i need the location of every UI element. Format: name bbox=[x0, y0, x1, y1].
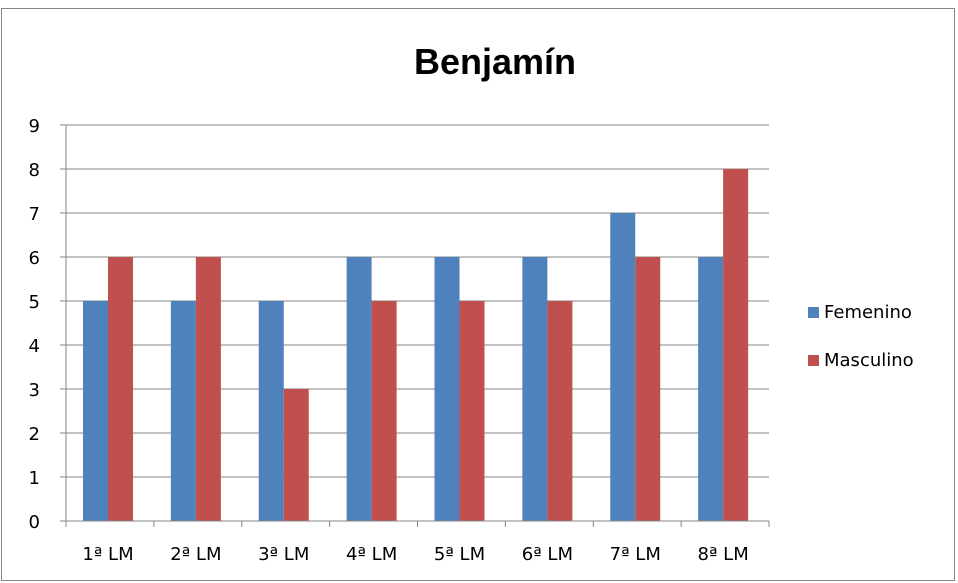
legend-swatch-masculino bbox=[808, 355, 819, 366]
bar-femenino bbox=[346, 257, 372, 521]
bar-masculino bbox=[108, 257, 133, 521]
x-tick-label: 1ª LM bbox=[82, 544, 133, 565]
chart-title: Benjamín bbox=[414, 41, 576, 82]
bars bbox=[83, 169, 749, 521]
y-tick-label: 8 bbox=[29, 160, 40, 181]
bar-masculino bbox=[371, 301, 397, 521]
bar-masculino bbox=[723, 169, 749, 521]
bar-femenino bbox=[522, 257, 548, 521]
legend-label-femenino: Femenino bbox=[824, 302, 912, 323]
bar-femenino bbox=[258, 301, 284, 521]
x-tick-label: 3ª LM bbox=[258, 544, 309, 565]
x-tick-label: 6ª LM bbox=[522, 544, 573, 565]
y-tick-label: 7 bbox=[29, 204, 40, 225]
legend: Femenino Masculino bbox=[808, 302, 914, 371]
x-tick-label: 7ª LM bbox=[610, 544, 661, 565]
bar-femenino bbox=[434, 257, 460, 521]
y-tick-label: 0 bbox=[29, 512, 40, 533]
bar-masculino bbox=[635, 257, 661, 521]
bar-masculino bbox=[547, 301, 573, 521]
legend-label-masculino: Masculino bbox=[824, 350, 914, 371]
y-tick-label: 3 bbox=[29, 380, 40, 401]
y-tick-label: 1 bbox=[29, 468, 40, 489]
x-tick-label: 2ª LM bbox=[170, 544, 221, 565]
y-tick-label: 5 bbox=[29, 292, 40, 313]
y-tick-label: 6 bbox=[29, 248, 40, 269]
legend-swatch-femenino bbox=[808, 307, 819, 318]
bar-femenino bbox=[698, 257, 724, 521]
y-tick-label: 9 bbox=[29, 116, 40, 137]
y-tick-label: 4 bbox=[29, 336, 40, 357]
x-tick-label: 4ª LM bbox=[346, 544, 397, 565]
axes: 0 1 2 3 4 5 6 7 8 9 1ª LM 2ª LM 3ª LM 4ª LM 5ª LM 6ª LM… bbox=[29, 116, 770, 565]
x-tick-label: 5ª LM bbox=[434, 544, 485, 565]
y-tick-label: 2 bbox=[29, 424, 40, 445]
bar-masculino bbox=[459, 301, 485, 521]
bar-masculino bbox=[195, 257, 221, 521]
bar-masculino bbox=[283, 389, 309, 521]
bar-femenino bbox=[610, 213, 636, 521]
x-tick-label: 8ª LM bbox=[698, 544, 749, 565]
bar-femenino bbox=[170, 301, 196, 521]
bar-femenino bbox=[83, 301, 108, 521]
